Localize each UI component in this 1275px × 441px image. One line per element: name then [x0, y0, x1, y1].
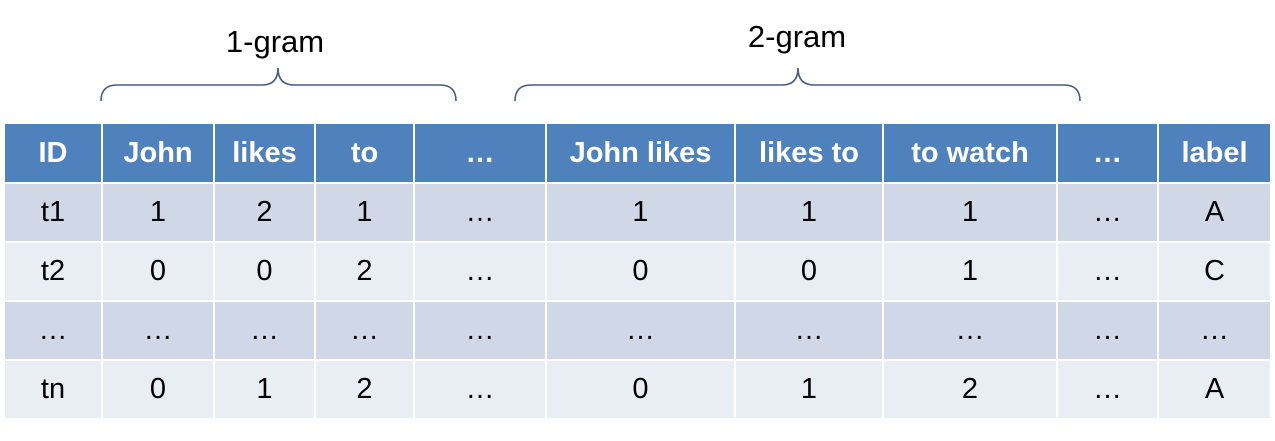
table-cell: 2	[882, 359, 1058, 420]
table-cell: 2	[314, 359, 415, 420]
table-cell: …	[413, 182, 547, 243]
table-cell: 0	[545, 359, 736, 420]
table-cell: A	[1157, 182, 1272, 243]
table-cell: t1	[3, 182, 103, 243]
unigram-brace	[100, 67, 457, 102]
table-cell: A	[1157, 359, 1272, 420]
table-cell: tn	[3, 359, 103, 420]
table-row: tn 0 1 2 … 0 1 2 … A	[3, 359, 1272, 420]
table-cell: 1	[213, 359, 316, 420]
table-cell: 2	[213, 182, 316, 243]
table-cell: 1	[734, 182, 884, 243]
table-cell: …	[1056, 182, 1159, 243]
table-row: … … … … … … … … … …	[3, 300, 1272, 361]
header-likes-to: likes to	[734, 122, 884, 184]
unigram-group-label: 1-gram	[225, 24, 325, 59]
header-row: ID John likes to … John likes likes to t…	[3, 122, 1272, 184]
header-john: John	[101, 122, 215, 184]
table-cell: 2	[314, 241, 415, 302]
header-to: to	[314, 122, 415, 184]
table-cell: C	[1157, 241, 1272, 302]
table-cell: …	[1157, 300, 1272, 361]
table-cell: …	[734, 300, 884, 361]
table-cell: …	[3, 300, 103, 361]
table-cell: …	[1056, 241, 1159, 302]
table-cell: 1	[734, 359, 884, 420]
table-row: t2 0 0 2 … 0 0 1 … C	[3, 241, 1272, 302]
bigram-group-label: 2-gram	[747, 19, 847, 54]
table-cell: 0	[734, 241, 884, 302]
table-cell: …	[882, 300, 1058, 361]
table-cell: …	[413, 359, 547, 420]
header-likes: likes	[213, 122, 316, 184]
bigram-brace	[514, 67, 1081, 102]
table-cell: …	[1056, 359, 1159, 420]
table-cell: 1	[101, 182, 215, 243]
table-cell: …	[545, 300, 736, 361]
table-row: t1 1 2 1 … 1 1 1 … A	[3, 182, 1272, 243]
header-label: label	[1157, 122, 1272, 184]
header-john-likes: John likes	[545, 122, 736, 184]
table-cell: t2	[3, 241, 103, 302]
table-cell: 0	[101, 241, 215, 302]
table-cell: …	[413, 241, 547, 302]
table-cell: 0	[213, 241, 316, 302]
header-ellipsis-1gram: …	[413, 122, 547, 184]
header-id: ID	[3, 122, 103, 184]
table-cell: 0	[101, 359, 215, 420]
table-cell: 1	[545, 182, 736, 243]
table-cell: …	[213, 300, 316, 361]
table-cell: 0	[545, 241, 736, 302]
table-cell: …	[314, 300, 415, 361]
table-cell: …	[413, 300, 547, 361]
table-cell: …	[101, 300, 215, 361]
header-ellipsis-2gram: …	[1056, 122, 1159, 184]
header-to-watch: to watch	[882, 122, 1058, 184]
table-cell: 1	[882, 182, 1058, 243]
table-cell: 1	[882, 241, 1058, 302]
table-cell: …	[1056, 300, 1159, 361]
ngram-feature-table: ID John likes to … John likes likes to t…	[3, 122, 1272, 420]
table-cell: 1	[314, 182, 415, 243]
